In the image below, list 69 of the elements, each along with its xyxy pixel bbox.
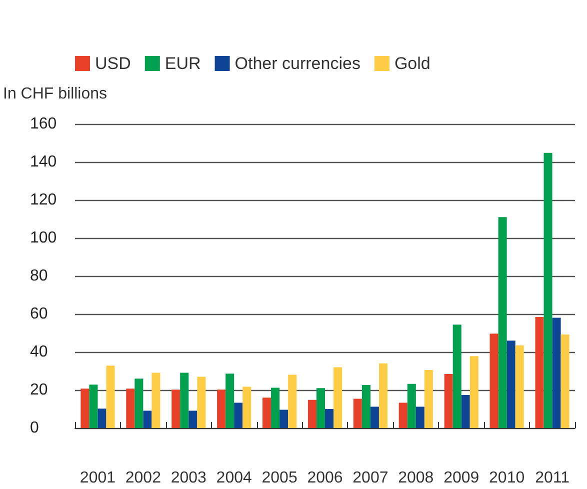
- bar: [262, 398, 272, 428]
- bar: [288, 374, 297, 428]
- bar: [234, 402, 243, 428]
- bar: [362, 385, 370, 428]
- bar: [398, 402, 408, 428]
- bar: [242, 386, 252, 428]
- bar: [280, 410, 288, 428]
- bar: [271, 388, 280, 428]
- y-tick-label: 20: [30, 382, 48, 398]
- y-tick-label: 140: [30, 154, 57, 170]
- bar: [407, 384, 416, 428]
- bar: [424, 370, 433, 428]
- bar: [126, 388, 135, 428]
- bar: [152, 372, 160, 428]
- bar: [106, 366, 115, 428]
- x-tick-label: 2001: [80, 470, 116, 486]
- bar: [80, 388, 90, 428]
- bar: [98, 408, 106, 428]
- bar: [308, 400, 316, 428]
- x-tick-label: 2008: [398, 470, 434, 486]
- bar: [217, 390, 226, 428]
- bar: [416, 406, 424, 428]
- x-tick-label: 2005: [262, 470, 298, 486]
- bar: [461, 394, 470, 428]
- bar: [444, 374, 453, 428]
- legend-label: USD: [95, 54, 131, 73]
- x-tick-label: 2010: [489, 470, 525, 486]
- bar: [544, 152, 552, 428]
- bar: [552, 318, 561, 428]
- x-tick-label: 2011: [535, 470, 570, 486]
- y-tick-label: 0: [30, 420, 39, 436]
- bar: [89, 384, 98, 428]
- bar: [370, 406, 379, 428]
- bar: [378, 363, 388, 428]
- y-tick-label: 80: [30, 268, 48, 284]
- bar: [180, 372, 189, 428]
- x-tick-label: 2007: [352, 470, 388, 486]
- bar: [316, 388, 325, 428]
- bar: [506, 340, 516, 428]
- bar: [490, 334, 498, 428]
- bar: [325, 409, 334, 428]
- y-tick-label: 120: [30, 192, 57, 208]
- x-tick-label: 2009: [444, 470, 480, 486]
- bar: [172, 390, 180, 428]
- bar: [334, 367, 342, 428]
- legend-label: Gold: [394, 54, 430, 73]
- x-tick-label: 2004: [216, 470, 252, 486]
- bar: [515, 345, 524, 428]
- bar: [143, 410, 152, 428]
- bar: [197, 376, 206, 428]
- bar: [353, 398, 362, 428]
- y-axis-title: In CHF billions: [3, 86, 108, 102]
- bar: [134, 378, 144, 428]
- y-tick-label: 60: [30, 306, 48, 322]
- y-tick-label: 40: [30, 344, 48, 360]
- bar: [226, 374, 234, 428]
- x-tick-label: 2002: [125, 470, 162, 486]
- legend-label: Other currencies: [234, 54, 360, 73]
- bar: [452, 324, 462, 428]
- y-tick-label: 100: [30, 230, 57, 246]
- x-tick-label: 2006: [307, 470, 343, 486]
- legend-label: EUR: [164, 54, 201, 73]
- bar: [188, 410, 198, 428]
- bar: [470, 356, 478, 428]
- y-tick-label: 160: [30, 116, 57, 132]
- bar: [560, 334, 570, 428]
- bar: [498, 217, 507, 428]
- bar: [535, 317, 544, 428]
- x-tick-label: 2003: [170, 470, 207, 486]
